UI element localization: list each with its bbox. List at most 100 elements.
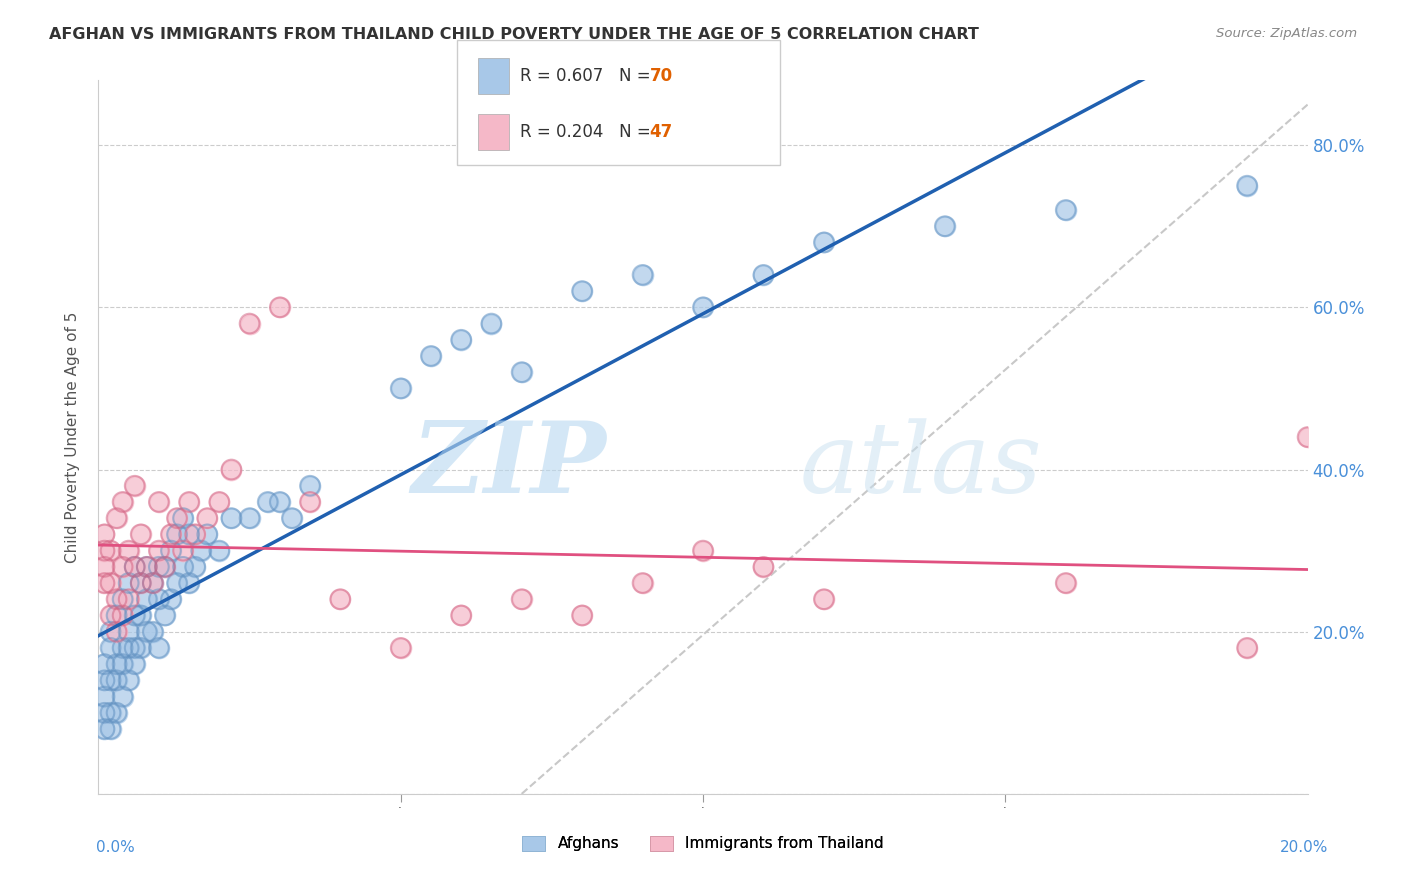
Point xyxy=(129,576,152,591)
Point xyxy=(281,511,304,525)
Point xyxy=(111,608,134,623)
Point xyxy=(142,576,165,591)
Point xyxy=(1236,178,1258,193)
Point xyxy=(93,706,115,720)
Point xyxy=(148,495,170,509)
Point xyxy=(239,317,262,331)
Point xyxy=(135,624,157,639)
Text: ZIP: ZIP xyxy=(412,417,606,514)
Legend: Afghans, Immigrants from Thailand: Afghans, Immigrants from Thailand xyxy=(516,830,890,857)
Point xyxy=(571,608,593,623)
Point xyxy=(93,690,115,704)
Point xyxy=(100,640,122,655)
Point xyxy=(299,495,322,509)
Point xyxy=(239,317,262,331)
Point xyxy=(142,576,165,591)
Point xyxy=(118,640,141,655)
Point xyxy=(299,495,322,509)
Point xyxy=(1054,576,1077,591)
Point xyxy=(129,608,152,623)
Point xyxy=(190,543,212,558)
Point xyxy=(166,576,188,591)
Text: 0.0%: 0.0% xyxy=(96,840,135,855)
Point xyxy=(105,706,128,720)
Point xyxy=(124,559,146,574)
Point xyxy=(124,479,146,493)
Point xyxy=(105,657,128,672)
Point xyxy=(153,608,176,623)
Point xyxy=(221,462,243,476)
Point xyxy=(148,640,170,655)
Text: AFGHAN VS IMMIGRANTS FROM THAILAND CHILD POVERTY UNDER THE AGE OF 5 CORRELATION : AFGHAN VS IMMIGRANTS FROM THAILAND CHILD… xyxy=(49,27,979,42)
Point xyxy=(239,511,262,525)
Point xyxy=(179,495,201,509)
Point xyxy=(93,690,115,704)
Point xyxy=(631,268,654,282)
Point xyxy=(148,543,170,558)
Point xyxy=(179,495,201,509)
Point xyxy=(93,722,115,736)
Point xyxy=(160,543,183,558)
Point xyxy=(299,479,322,493)
Point xyxy=(135,592,157,607)
Text: atlas: atlas xyxy=(800,418,1042,513)
Point xyxy=(129,576,152,591)
Point xyxy=(1236,640,1258,655)
Point xyxy=(389,381,412,395)
Point xyxy=(111,592,134,607)
Point xyxy=(111,559,134,574)
Point xyxy=(111,640,134,655)
Point xyxy=(124,657,146,672)
Point xyxy=(752,268,775,282)
Point xyxy=(129,640,152,655)
Point xyxy=(256,495,278,509)
Point xyxy=(208,495,231,509)
Point xyxy=(221,462,243,476)
Point xyxy=(752,559,775,574)
Point xyxy=(179,576,201,591)
Point xyxy=(118,673,141,688)
Point xyxy=(813,592,835,607)
Point xyxy=(142,624,165,639)
Point xyxy=(221,511,243,525)
Point xyxy=(100,706,122,720)
Point xyxy=(111,657,134,672)
Point xyxy=(100,673,122,688)
Point xyxy=(269,495,291,509)
Point xyxy=(93,543,115,558)
Point xyxy=(100,673,122,688)
Y-axis label: Child Poverty Under the Age of 5: Child Poverty Under the Age of 5 xyxy=(65,311,80,563)
Point xyxy=(179,527,201,541)
Point xyxy=(510,365,533,379)
Point xyxy=(184,559,207,574)
Point xyxy=(153,608,176,623)
Point xyxy=(510,592,533,607)
Point xyxy=(631,576,654,591)
Point xyxy=(329,592,352,607)
Text: 70: 70 xyxy=(650,67,672,85)
Point xyxy=(105,511,128,525)
Point xyxy=(100,722,122,736)
Point xyxy=(135,592,157,607)
Point xyxy=(93,543,115,558)
Point xyxy=(389,381,412,395)
Point xyxy=(124,657,146,672)
Point xyxy=(256,495,278,509)
Point xyxy=(100,543,122,558)
Point xyxy=(118,624,141,639)
Point xyxy=(142,576,165,591)
Point xyxy=(105,608,128,623)
Point xyxy=(631,576,654,591)
Point xyxy=(100,706,122,720)
Point xyxy=(129,527,152,541)
Point xyxy=(93,576,115,591)
Text: R = 0.204   N =: R = 0.204 N = xyxy=(520,123,657,141)
Point xyxy=(118,592,141,607)
Point xyxy=(111,495,134,509)
Point xyxy=(1054,576,1077,591)
Point xyxy=(239,511,262,525)
Point xyxy=(148,543,170,558)
Point xyxy=(93,527,115,541)
Point xyxy=(93,673,115,688)
Point xyxy=(160,527,183,541)
